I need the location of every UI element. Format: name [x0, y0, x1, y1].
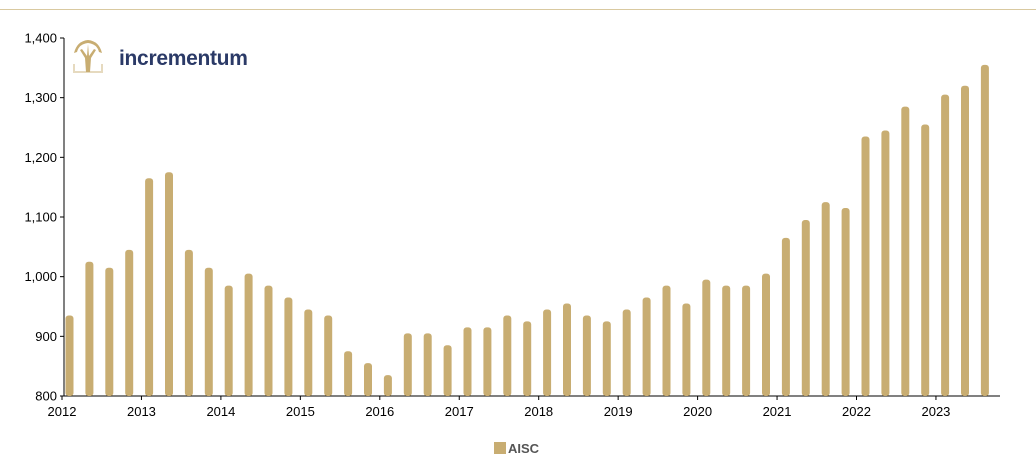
bar-aisc [762, 273, 770, 396]
bar-aisc [881, 130, 890, 396]
bar-aisc [423, 333, 432, 396]
bar-aisc [344, 351, 353, 396]
bar-aisc [105, 267, 114, 396]
x-tick-label: 2017 [445, 404, 474, 419]
bar-aisc [980, 64, 989, 396]
bars-group [65, 64, 989, 397]
bar-aisc [682, 303, 691, 396]
bar-aisc [523, 321, 532, 396]
bar-aisc [841, 208, 850, 396]
y-tick-label: 1,200 [24, 150, 57, 165]
bar-aisc [463, 327, 472, 396]
legend-swatch-aisc [494, 442, 506, 454]
bar-aisc [662, 285, 671, 396]
bar-aisc [364, 363, 372, 396]
y-tick-label: 900 [35, 329, 57, 344]
bar-aisc [264, 285, 273, 396]
bar-aisc [861, 136, 870, 396]
x-tick-label: 2021 [763, 404, 792, 419]
bar-aisc [304, 309, 313, 396]
legend: AISC [494, 441, 540, 456]
bar-aisc [563, 303, 571, 396]
x-axis: 2012 2013 2014 2015 2016 2017 2018 2019 2020 2021… [48, 395, 1000, 419]
y-tick-label: 1,400 [24, 31, 57, 46]
x-tick-label: 2023 [921, 404, 950, 419]
bar-aisc [961, 85, 969, 396]
bar-aisc [602, 321, 611, 396]
bar-aisc [204, 267, 213, 396]
tree-icon [73, 40, 103, 73]
y-tick-label: 1,100 [24, 210, 57, 225]
x-tick-label: 2015 [286, 404, 315, 419]
bar-aisc [65, 315, 74, 396]
x-tick-label: 2016 [365, 404, 394, 419]
y-axis: 800 900 1,000 1,100 1,200 1,300 1,400 [24, 31, 65, 404]
bar-aisc [543, 309, 552, 396]
bar-aisc [244, 273, 253, 396]
y-tick-label: 1,000 [24, 269, 57, 284]
bar-aisc [742, 285, 751, 396]
bar-aisc [483, 327, 492, 396]
brand-name: incrementum [119, 47, 248, 70]
bar-aisc [284, 297, 293, 396]
bar-aisc [722, 285, 731, 396]
legend-label-aisc: AISC [508, 441, 540, 456]
x-tick-label: 2012 [48, 404, 77, 419]
bar-aisc [702, 279, 711, 396]
x-tick-label: 2013 [127, 404, 156, 419]
bar-aisc [801, 219, 810, 396]
x-tick-label: 2020 [683, 404, 712, 419]
bar-aisc [901, 106, 910, 396]
bar-aisc [503, 315, 512, 396]
bar-aisc [642, 297, 651, 396]
y-tick-label: 1,300 [24, 90, 57, 105]
bar-aisc [622, 309, 631, 396]
x-tick-label: 2014 [206, 404, 235, 419]
bar-aisc [165, 172, 173, 396]
x-tick-label: 2018 [524, 404, 553, 419]
bar-aisc [324, 315, 333, 396]
bar-aisc [443, 345, 452, 396]
bar-aisc [85, 261, 94, 396]
bar-aisc [125, 249, 134, 396]
x-tick-label: 2022 [842, 404, 871, 419]
incrementum-logo: incrementum [73, 40, 248, 73]
bar-aisc [781, 237, 790, 396]
y-tick-label: 800 [35, 389, 57, 404]
bar-aisc [224, 285, 233, 396]
bar-aisc [582, 315, 591, 396]
bar-aisc [403, 333, 412, 396]
bar-aisc [941, 94, 950, 396]
bar-aisc [921, 124, 930, 397]
bar-aisc [383, 375, 392, 396]
x-tick-label: 2019 [604, 404, 633, 419]
bar-aisc [145, 178, 154, 396]
bar-aisc [821, 202, 830, 396]
bar-aisc [184, 249, 193, 396]
